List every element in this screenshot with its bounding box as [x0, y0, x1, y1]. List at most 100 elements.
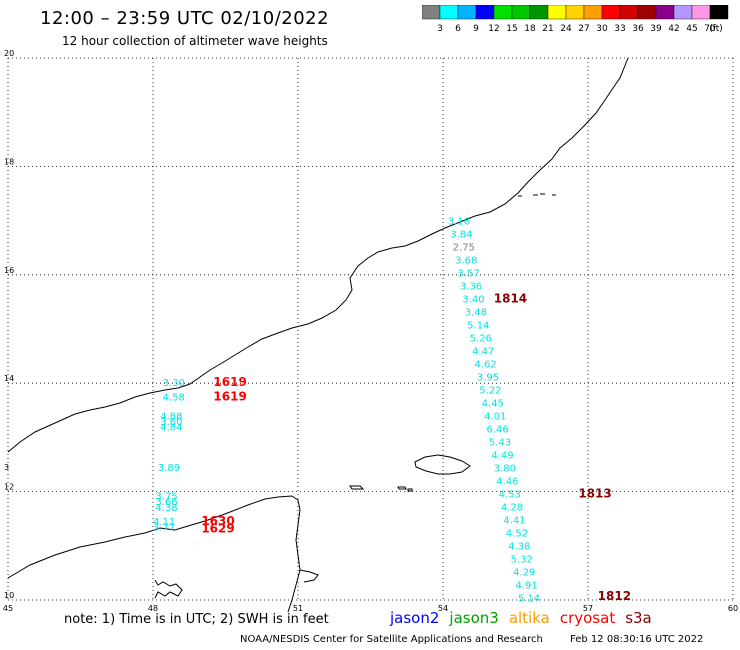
- lon-label: 54: [438, 604, 448, 613]
- swh-value: 4.38: [155, 503, 177, 514]
- swh-value: 4.11: [153, 517, 175, 528]
- kuria-islands: [518, 193, 556, 197]
- swh-value: 4.45: [482, 399, 504, 410]
- scale-label: 42: [668, 24, 679, 34]
- scale-label: 18: [524, 24, 536, 34]
- lat-label: 16: [4, 266, 14, 275]
- pass-time-label: 1630: [201, 514, 234, 528]
- swh-value: 4.38: [508, 542, 530, 553]
- scale-label: 12: [488, 24, 499, 34]
- swh-value: 3.80: [494, 464, 516, 475]
- swh-value: 4.46: [496, 477, 518, 488]
- swh-value: 5.14: [518, 594, 540, 605]
- swh-value: 4.01: [484, 412, 506, 423]
- coastline: [7, 57, 629, 613]
- scale-label: 27: [578, 24, 589, 34]
- lon-label: 45: [3, 604, 13, 613]
- swh-value: 4.29: [513, 568, 535, 579]
- satellite-jason2: jason2: [390, 609, 440, 627]
- map-frame: [8, 58, 733, 600]
- pass-time-label: 1629: [201, 521, 234, 535]
- satellite-jason3: jason3: [449, 609, 499, 627]
- swh-value: 4.91: [516, 581, 538, 592]
- somali-coastline: [287, 495, 301, 613]
- credit-text: NOAA/NESDIS Center for Satellite Applica…: [240, 634, 543, 645]
- swh-value: 3.36: [460, 281, 482, 292]
- swh-value: 4.88: [160, 412, 182, 423]
- swh-value: 5.26: [470, 333, 492, 344]
- scale-label: 15: [506, 24, 517, 34]
- scale-label: 3: [437, 24, 443, 34]
- pass-time-label: 1619: [213, 390, 246, 404]
- lon-label: 60: [728, 604, 738, 613]
- island-small-2: [397, 486, 407, 490]
- satellite-altika: altika: [508, 609, 550, 627]
- latitude-labels: 20 18 16 14 12 10 3: [4, 49, 14, 600]
- swh-value: 3.66: [155, 497, 177, 508]
- swh-value: 5.43: [489, 438, 511, 449]
- swh-value: 5.14: [467, 320, 489, 331]
- scale-unit: (ft): [709, 24, 723, 34]
- scale-label: 24: [560, 24, 572, 34]
- lon-label: 51: [293, 604, 303, 613]
- units-note: note: 1) Time is in UTC; 2) SWH is in fe…: [64, 612, 329, 627]
- page-subtitle: 12 hour collection of altimeter wave hei…: [62, 34, 328, 48]
- swh-value: 4.52: [506, 529, 528, 540]
- scale-label: 9: [473, 24, 479, 34]
- lat-label: 18: [4, 157, 14, 166]
- swh-value: 5.32: [511, 555, 533, 566]
- pass-time-label: 1813: [578, 487, 611, 501]
- gulf-coast-detail: [154, 579, 183, 599]
- swh-value: 4.41: [503, 516, 525, 527]
- satellite-s3a: s3a: [625, 609, 652, 627]
- lat-label: 10: [4, 591, 14, 600]
- swh-value: 5.22: [479, 385, 501, 396]
- swh-value: 4.84: [160, 422, 182, 433]
- scale-label: 21: [542, 24, 553, 34]
- swh-value: 4.28: [501, 503, 523, 514]
- swh-value: 3.84: [450, 229, 472, 240]
- island-small-1: [349, 485, 365, 490]
- swh-value: 3.68: [455, 255, 477, 266]
- swh-value: 3.57: [458, 268, 480, 279]
- swh-value: 3.60: [160, 417, 182, 428]
- scale-label: 6: [455, 24, 461, 34]
- swh-value: 6.46: [487, 425, 509, 436]
- lon-label: 48: [148, 604, 158, 613]
- pass-time-label: 1812: [598, 589, 631, 603]
- swh-value: 4.62: [474, 359, 496, 370]
- swh-value: 2.75: [453, 242, 475, 253]
- scale-label: 39: [650, 24, 662, 34]
- scale-label: 36: [632, 24, 644, 34]
- satellite-cryosat: cryosat: [559, 609, 616, 627]
- lon-label: 57: [583, 604, 593, 613]
- lat-label: 14: [4, 374, 14, 383]
- swh-value: 4.49: [491, 451, 513, 462]
- swh-value: 4.58: [163, 393, 185, 404]
- socotra-island: [414, 454, 471, 475]
- swh-value: 3.95: [477, 372, 499, 383]
- lat-label: 12: [4, 483, 14, 492]
- arabian-coastline-north: [7, 57, 629, 453]
- scale-label: 70: [704, 24, 716, 34]
- swh-value: 3.89: [158, 463, 180, 474]
- page-title: 12:00 – 23:59 UTC 02/10/2022: [40, 8, 330, 29]
- swh-value: 3.16: [448, 216, 470, 227]
- longitude-labels: 45 48 51 54 57 60: [3, 604, 738, 613]
- pass-time-label: 1619: [213, 375, 246, 389]
- island-small-3: [407, 488, 413, 492]
- scale-swatch: [709, 5, 729, 20]
- scale-label: 33: [614, 24, 625, 34]
- scale-label: 45: [686, 24, 697, 34]
- swh-values: 3.16 3.84 2.75 3.68 3.57 3.36 3.40 3.48 5.14 5.26…: [153, 216, 540, 604]
- somali-lower: [299, 569, 319, 583]
- swh-value: 3.75: [155, 492, 177, 503]
- timestamp-text: Feb 12 08:30:16 UTC 2022: [570, 634, 704, 645]
- swh-value: 3.48: [465, 307, 487, 318]
- pass-time-label: 1814: [494, 291, 527, 305]
- scale-label: 30: [596, 24, 608, 34]
- swh-value: 4.47: [472, 346, 494, 357]
- swh-value: 3.40: [462, 294, 484, 305]
